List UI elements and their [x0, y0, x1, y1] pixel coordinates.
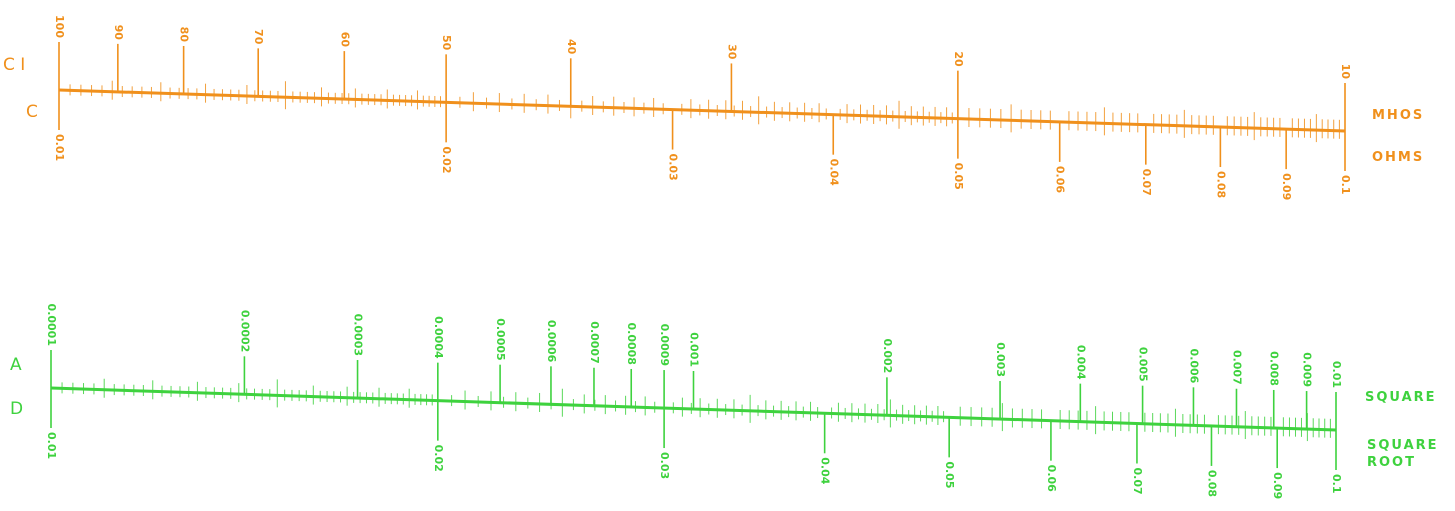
ci-tick-label: 70	[252, 29, 265, 45]
a-tick-label: 0.0008	[625, 323, 638, 365]
c-tick-label: 0.08	[1214, 171, 1227, 198]
ci-tick-label: 50	[440, 35, 453, 51]
a-d-scale: A D 0.0001 0.0002 0.0003 0.0004 0.0005 0.0006…	[10, 304, 1439, 500]
ci-tick-label: 100	[53, 15, 66, 38]
a-tick-label: 0.008	[1268, 351, 1281, 386]
c-tick-label: 0.06	[1054, 166, 1067, 193]
a-tick-label: 0.004	[1074, 345, 1087, 380]
square-label: SQUARE	[1365, 390, 1437, 405]
d-scale-minor-ticks	[61, 378, 1331, 442]
a-tick-label: 0.01	[1330, 361, 1343, 388]
d-tick-label: 0.05	[943, 461, 956, 488]
c-tick-label: 0.04	[827, 159, 840, 186]
mhos-label: MHOS	[1372, 108, 1424, 123]
square-root-label-line1: SQUARE	[1367, 438, 1439, 453]
a-tick-label: 0.0003	[352, 314, 365, 356]
ci-scale-label: C I	[3, 55, 25, 75]
d-scale-major-ticks: 0.0001 0.0002 0.0003 0.0004 0.0005 0.0006 0.00…	[45, 304, 1343, 500]
d-tick-label: 0.03	[658, 452, 671, 479]
ci-tick-label: 60	[338, 32, 351, 48]
d-tick-label: 0.07	[1131, 467, 1144, 494]
square-root-label-line2: ROOT	[1367, 455, 1416, 470]
c-scale-minor-ticks	[69, 80, 1340, 143]
d-scale-label: D	[10, 399, 23, 419]
a-tick-label: 0.0009	[658, 324, 671, 366]
a-tick-label: 0.005	[1137, 347, 1150, 382]
ci-tick-label: 10	[1339, 64, 1352, 80]
a-tick-label: 0.0007	[588, 321, 601, 363]
ci-c-scale: C I C 100 90 80 70 60 50 40 30 20 10 0.01 0.02 0.03 0…	[3, 15, 1424, 200]
d-tick-label: 0.01	[45, 432, 58, 459]
c-scale-main-line	[58, 88, 1346, 133]
ci-tick-label: 30	[725, 44, 738, 60]
a-tick-label: 0.0002	[238, 310, 251, 352]
c-tick-label: 0.03	[667, 154, 680, 181]
a-tick-label: 0.0004	[432, 316, 445, 359]
c-tick-label: 0.02	[440, 146, 453, 173]
c-tick-label: 0.07	[1140, 169, 1153, 196]
ci-tick-label: 20	[952, 51, 965, 67]
d-tick-label: 0.04	[819, 457, 832, 484]
c-scale-label: C	[26, 102, 38, 122]
d-tick-label: 0.02	[432, 445, 445, 472]
ci-tick-label: 40	[565, 39, 578, 55]
a-tick-label: 0.0005	[494, 318, 507, 360]
c-tick-label: 0.1	[1339, 175, 1352, 195]
a-tick-label: 0.006	[1187, 349, 1200, 384]
c-tick-label: 0.09	[1280, 173, 1293, 200]
ohms-label: OHMS	[1372, 150, 1424, 165]
c-scale-major-ticks: 100 90 80 70 60 50 40 30 20 10 0.01 0.02 0.03 0.04 0.0…	[53, 15, 1352, 200]
d-tick-label: 0.06	[1045, 465, 1058, 492]
a-tick-label: 0.0006	[545, 320, 558, 363]
a-tick-label: 0.002	[881, 339, 894, 374]
ci-tick-label: 90	[112, 25, 125, 41]
a-tick-label: 0.009	[1301, 352, 1314, 387]
c-tick-label: 0.05	[952, 163, 965, 190]
d-tick-label: 0.08	[1205, 470, 1218, 497]
a-tick-label: 0.0001	[45, 304, 58, 346]
ci-tick-label: 80	[178, 27, 191, 43]
a-tick-label: 0.001	[688, 332, 701, 367]
a-scale-label: A	[10, 355, 22, 375]
d-tick-label: 0.09	[1271, 472, 1284, 499]
a-tick-label: 0.007	[1230, 350, 1243, 385]
d-tick-label: 0.1	[1330, 474, 1343, 494]
c-tick-label: 0.01	[53, 134, 66, 161]
a-tick-label: 0.003	[994, 342, 1007, 377]
